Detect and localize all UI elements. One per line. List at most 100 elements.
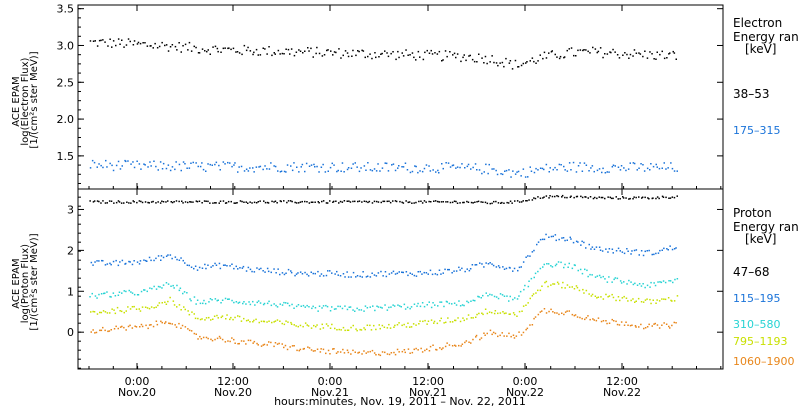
data-point [577,165,580,167]
data-point [533,171,536,174]
data-point [426,323,428,325]
data-point [514,59,517,62]
data-point [164,322,166,325]
data-point [301,273,304,275]
data-point [550,308,552,311]
data-point [205,267,207,270]
data-point [230,316,232,319]
data-point [253,340,256,343]
data-point [277,49,280,52]
data-point [138,308,140,310]
data-point [522,200,524,202]
data-point [655,197,657,200]
data-point [182,259,184,262]
data-point [517,269,519,272]
data-point [488,311,491,313]
data-point [520,201,523,203]
data-point [599,249,602,251]
data-point [123,326,125,329]
data-point [403,349,406,351]
data-point [162,284,165,286]
data-point [232,318,234,321]
data-point [462,56,464,59]
data-point [626,53,628,56]
data-point [607,296,609,298]
data-point [386,200,388,203]
data-point [432,302,434,304]
data-point [661,50,663,53]
data-point [442,347,444,349]
data-point [491,311,493,314]
data-point [608,276,610,278]
data-point [474,299,476,302]
data-point [633,196,635,198]
data-point [227,161,229,164]
data-point [413,56,415,59]
data-point [588,243,590,246]
data-point [128,260,130,263]
data-point [247,170,250,172]
data-point [449,201,452,204]
data-point [384,351,386,354]
data-point [572,161,575,164]
data-point [443,305,445,308]
data-point [161,200,163,202]
data-point [384,304,386,306]
data-point [106,263,109,265]
data-point [230,200,232,203]
data-point [170,201,172,203]
data-point [356,275,359,277]
data-point [235,265,237,268]
y-tick-label: 1.5 [57,150,75,163]
data-point [281,272,284,274]
data-point [288,304,291,307]
data-point [107,330,109,333]
data-point [667,167,669,169]
data-point [214,298,217,300]
data-point [484,334,486,336]
data-point [608,171,610,173]
data-point [398,322,400,324]
data-point [455,270,458,272]
data-point [598,196,600,198]
data-point [148,202,150,204]
data-point [621,251,624,253]
data-point [534,316,537,318]
data-point [503,202,505,204]
data-point [333,51,336,53]
data-point [652,165,655,168]
data-point [249,303,252,306]
data-point [89,167,92,169]
data-point [666,57,668,59]
data-point [189,201,191,203]
data-point [193,267,195,270]
data-point [477,295,479,298]
data-point [115,259,117,262]
data-point [519,290,522,293]
x-tick-label-date: Nov.20 [214,386,252,399]
data-point [115,164,118,167]
data-point [648,323,650,326]
data-point [253,271,256,273]
data-point [497,64,499,67]
data-point [251,270,253,273]
data-point [216,337,219,340]
data-point [379,354,382,357]
data-point [673,170,676,172]
data-point [306,304,308,307]
data-point [198,200,201,202]
data-point [670,299,672,302]
data-point [581,240,583,243]
data-point [205,317,208,319]
data-point [293,345,295,347]
data-point [643,170,646,172]
data-point [159,202,162,204]
data-point [266,267,269,270]
data-point [413,202,415,204]
data-point [612,296,615,299]
data-point [378,324,380,326]
data-point [207,49,209,51]
data-point [346,200,348,202]
data-point [220,302,222,304]
data-point [221,338,224,341]
